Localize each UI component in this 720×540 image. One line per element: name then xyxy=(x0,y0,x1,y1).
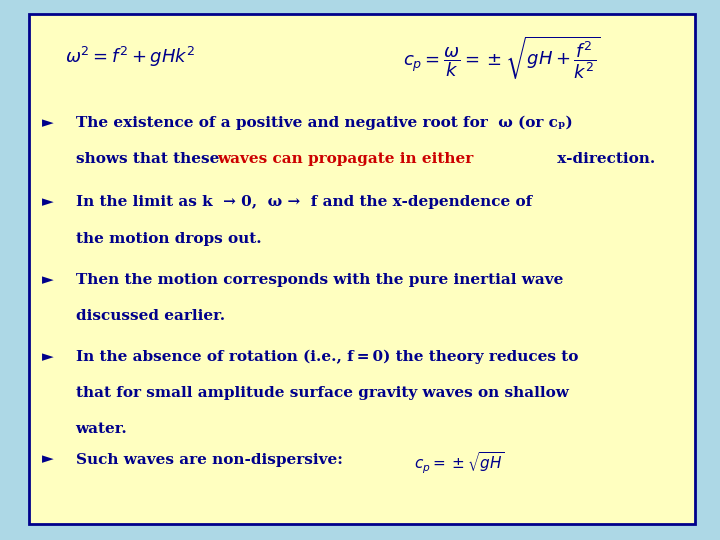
Text: ►: ► xyxy=(42,350,53,364)
Text: The existence of a positive and negative root for  ω (or cₚ): The existence of a positive and negative… xyxy=(76,116,572,131)
Text: In the absence of rotation (i.e., f = 0) the theory reduces to: In the absence of rotation (i.e., f = 0)… xyxy=(76,350,578,364)
Text: ►: ► xyxy=(42,116,53,130)
Text: water.: water. xyxy=(76,422,127,436)
Text: $c_p = \dfrac{\omega}{k} = \pm\sqrt{gH + \dfrac{f^2}{k^2}}$: $c_p = \dfrac{\omega}{k} = \pm\sqrt{gH +… xyxy=(403,35,601,81)
Text: ►: ► xyxy=(42,453,53,467)
Text: shows that these: shows that these xyxy=(76,152,224,166)
Text: waves can propagate in either: waves can propagate in either xyxy=(217,152,474,166)
Text: that for small amplitude surface gravity waves on shallow: that for small amplitude surface gravity… xyxy=(76,386,569,400)
Text: the motion drops out.: the motion drops out. xyxy=(76,232,261,246)
Text: Then the motion corresponds with the pure inertial wave: Then the motion corresponds with the pur… xyxy=(76,273,563,287)
Text: $\omega^2 = f^2 + gHk^2$: $\omega^2 = f^2 + gHk^2$ xyxy=(65,45,195,69)
FancyBboxPatch shape xyxy=(29,14,695,524)
Text: Such waves are non-dispersive:: Such waves are non-dispersive: xyxy=(76,453,353,467)
Text: In the limit as k  → 0,  ω →  f and the x-dependence of: In the limit as k → 0, ω → f and the x-d… xyxy=(76,195,532,210)
Text: ►: ► xyxy=(42,273,53,287)
Text: x-direction.: x-direction. xyxy=(552,152,654,166)
Text: discussed earlier.: discussed earlier. xyxy=(76,309,225,323)
Text: ►: ► xyxy=(42,195,53,210)
Text: $c_p = \pm\sqrt{gH}$: $c_p = \pm\sqrt{gH}$ xyxy=(414,450,505,476)
